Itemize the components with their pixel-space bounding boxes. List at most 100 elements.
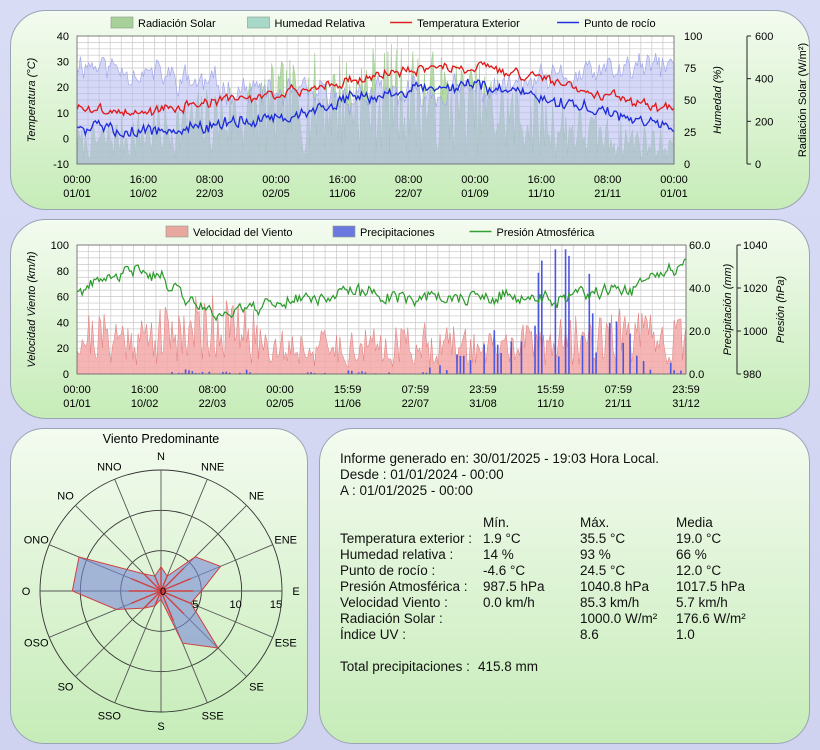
y-left-tick-label: 40	[57, 31, 69, 43]
y-left-tick-label: 100	[51, 240, 69, 252]
wind-rain-chart-panel: 100 80 60 40 20 0 Velocidad Viento (km/h) 60.0 4…	[10, 219, 810, 419]
wind-rose-chart: Viento Predominante N NNE NE ENE E ESE SE SSE S SS…	[22, 432, 300, 733]
y-left-tick-label: 10	[57, 108, 69, 120]
rose-direction-label: SO	[58, 681, 74, 693]
y-pressure-axis-label: Presión (hPa)	[775, 276, 787, 344]
x-tick-time: 07:59	[605, 384, 633, 396]
report-cell-label: Velocidad Viento :	[340, 595, 448, 610]
rose-inner-spoke	[160, 590, 185, 615]
x-tick-date: 02/05	[262, 188, 290, 200]
x-tick-time: 08:00	[594, 174, 622, 186]
report-cell-min: 0.0 km/h	[483, 595, 535, 610]
rose-spoke	[114, 590, 162, 703]
chart1-legend-label: Humedad Relativa	[275, 18, 366, 30]
report-cell-max: 1040.8 hPa	[580, 579, 650, 594]
x-tick-time: 00:00	[63, 174, 91, 186]
report-cell-label: Radiación Solar :	[340, 611, 443, 626]
chart1-legend-swatch	[110, 16, 134, 29]
x-tick-time: 07:59	[402, 384, 430, 396]
rose-direction-label: O	[22, 586, 31, 598]
y-left-tick-label: -10	[53, 159, 69, 171]
x-tick-date: 01/09	[461, 188, 489, 200]
report-cell-avg: 1017.5 hPa	[676, 579, 746, 594]
x-tick-time: 16:00	[528, 174, 556, 186]
plot-border	[76, 35, 675, 165]
rose-inner-spoke	[160, 590, 174, 622]
y-left-tick-label: 0	[63, 133, 69, 145]
x-tick-date: 31/12	[672, 398, 700, 410]
chart1-legend-swatch	[247, 16, 270, 29]
report-cell-max: 85.3 km/h	[580, 595, 640, 610]
y-radiation-tick-label: 600	[755, 31, 773, 43]
report-generated: Informe generado en: 30/01/2025 - 19:03 …	[340, 451, 659, 466]
dew-point-line	[76, 78, 675, 139]
rose-scale-label: 10	[230, 599, 242, 611]
y-humidity-axis-label: Humedad (%)	[712, 66, 724, 134]
rose-scale-label: 5	[192, 599, 198, 611]
x-tick-time: 23:59	[469, 384, 497, 396]
x-tick-time: 16:00	[131, 384, 159, 396]
report-cell-label: Punto de rocío :	[340, 563, 436, 578]
chart1-legend-label: Punto de rocío	[584, 18, 656, 30]
x-tick-date: 22/03	[196, 188, 224, 200]
rose-inner-spoke	[160, 567, 185, 592]
x-tick-date: 10/02	[131, 398, 159, 410]
report-cell-label: Índice UV :	[340, 627, 407, 642]
rose-spoke	[160, 479, 208, 592]
report-cell-min: 1.9 °C	[483, 531, 521, 546]
chart2-legend-swatch	[332, 225, 356, 238]
rose-direction-label: OSO	[24, 638, 49, 650]
y-pressure-tick-label: 980	[743, 369, 761, 381]
rose-direction-label: N	[157, 451, 165, 463]
rose-scale-label: 15	[270, 599, 282, 611]
report-cell-avg: 176.6 W/m²	[676, 611, 746, 626]
rose-spoke	[114, 479, 162, 592]
report-cell-label: Humedad relativa :	[340, 547, 454, 562]
y-precip-tick-label: 40.0	[689, 283, 710, 295]
x-tick-time: 08:00	[196, 174, 224, 186]
rose-title: Viento Predominante	[103, 432, 220, 446]
rose-direction-label: NNE	[201, 461, 224, 473]
header-max: Máx.	[580, 515, 610, 530]
y-humidity-tick-label: 0	[684, 159, 690, 171]
y-radiation-tick-label: 0	[755, 159, 761, 171]
total-precip-label: Total precipitaciones :	[340, 659, 470, 674]
report-cell-max: 24.5 °C	[580, 563, 626, 578]
x-tick-date: 22/07	[395, 188, 423, 200]
y-left-tick-label: 60	[57, 292, 69, 304]
x-tick-time: 15:59	[334, 384, 362, 396]
rose-inner-spoke	[130, 590, 162, 604]
rose-direction-label: ESE	[275, 638, 297, 650]
x-tick-time: 00:00	[660, 174, 688, 186]
rose-direction-label: NNO	[97, 461, 122, 473]
rose-direction-label: SSO	[98, 711, 122, 723]
x-tick-date: 21/11	[605, 398, 632, 410]
x-tick-time: 23:59	[672, 384, 700, 396]
chart2-legend-swatch	[165, 225, 189, 238]
rose-inner-spoke	[130, 578, 162, 592]
y-pressure-tick-label: 1040	[743, 240, 767, 252]
x-tick-time: 08:00	[199, 384, 227, 396]
report-to: A : 01/01/2025 - 00:00	[340, 483, 473, 498]
y-humidity-tick-label: 100	[684, 31, 702, 43]
x-tick-time: 00:00	[63, 384, 91, 396]
rose-inner-spoke	[143, 590, 162, 609]
y-left-axis-label: Temperatura (°C)	[26, 57, 38, 142]
report-panel: Informe generado en: 30/01/2025 - 19:03 …	[319, 428, 810, 744]
report-cell-avg: 66 %	[676, 547, 707, 562]
x-tick-time: 00:00	[262, 174, 290, 186]
x-tick-date: 11/06	[329, 188, 356, 200]
x-tick-time: 16:00	[130, 174, 158, 186]
chart1-legend-label: Radiación Solar	[138, 18, 216, 30]
y-radiation-tick-label: 200	[755, 116, 773, 128]
x-tick-date: 01/01	[63, 188, 91, 200]
x-tick-date: 11/06	[334, 398, 361, 410]
temperature-line	[76, 61, 675, 118]
wind-rose-panel: Viento Predominante N NNE NE ENE E ESE SE SSE S SS…	[10, 428, 308, 744]
x-tick-time: 00:00	[461, 174, 489, 186]
y-left-tick-label: 80	[57, 266, 69, 278]
rose-inner-spoke	[154, 590, 162, 607]
rose-inner-spoke	[143, 573, 162, 592]
y-pressure-tick-label: 1020	[743, 283, 767, 295]
